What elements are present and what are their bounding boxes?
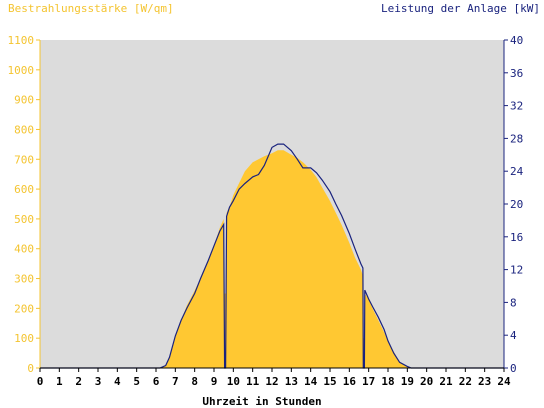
x-tick-label: 22: [459, 375, 472, 388]
x-tick-label: 4: [114, 375, 121, 388]
x-tick-label: 15: [323, 375, 336, 388]
y-left-tick-label: 1000: [8, 64, 35, 77]
x-tick-label: 0: [37, 375, 44, 388]
y-right-tick-label: 32: [510, 100, 523, 113]
y-right-tick-label: 8: [510, 296, 517, 309]
irradiance-area: [40, 150, 504, 368]
y-right-tick-label: 4: [510, 329, 517, 342]
y-right-tick-label: 40: [510, 34, 523, 47]
x-tick-label: 18: [381, 375, 394, 388]
x-axis-label: Uhrzeit in Stunden: [202, 395, 321, 408]
left-axis-title: Bestrahlungsstärke [W/qm]: [8, 2, 174, 15]
x-tick-label: 5: [133, 375, 140, 388]
power-line-layer: [40, 143, 504, 369]
x-tick-label: 11: [246, 375, 260, 388]
x-tick-label: 6: [153, 375, 160, 388]
x-tick-label: 17: [362, 375, 375, 388]
axes-layer: 0100200300400500600700800900100011000481…: [8, 34, 524, 388]
y-left-tick-label: 100: [14, 332, 34, 345]
y-right-tick-label: 20: [510, 198, 523, 211]
y-left-tick-label: 200: [14, 302, 34, 315]
x-tick-label: 1: [56, 375, 63, 388]
x-tick-label: 13: [285, 375, 298, 388]
x-tick-label: 21: [439, 375, 453, 388]
irradiance-area-layer: [40, 150, 504, 368]
y-left-tick-label: 800: [14, 123, 34, 136]
y-left-tick-label: 0: [27, 362, 34, 375]
x-tick-label: 20: [420, 375, 433, 388]
x-tick-label: 12: [265, 375, 278, 388]
y-right-tick-label: 24: [510, 165, 524, 178]
x-tick-label: 16: [343, 375, 357, 388]
y-left-tick-label: 900: [14, 94, 34, 107]
x-tick-label: 2: [75, 375, 82, 388]
y-left-tick-label: 700: [14, 153, 34, 166]
power-line: [40, 143, 504, 369]
y-right-tick-label: 16: [510, 231, 523, 244]
y-right-tick-label: 0: [510, 362, 517, 375]
x-tick-label: 23: [478, 375, 491, 388]
x-tick-label: 9: [211, 375, 218, 388]
x-tick-label: 3: [95, 375, 102, 388]
x-tick-label: 7: [172, 375, 179, 388]
x-tick-label: 19: [401, 375, 414, 388]
y-left-tick-label: 600: [14, 183, 34, 196]
right-axis-title: Leistung der Anlage [kW]: [381, 2, 540, 15]
x-tick-label: 24: [497, 375, 511, 388]
y-left-tick-label: 1100: [8, 34, 35, 47]
x-tick-label: 10: [227, 375, 240, 388]
y-right-tick-label: 28: [510, 132, 523, 145]
y-left-tick-label: 400: [14, 243, 34, 256]
x-tick-label: 14: [304, 375, 318, 388]
y-right-tick-label: 36: [510, 67, 523, 80]
x-tick-label: 8: [191, 375, 198, 388]
y-right-tick-label: 12: [510, 264, 523, 277]
y-left-tick-label: 300: [14, 273, 34, 286]
y-left-tick-label: 500: [14, 213, 34, 226]
